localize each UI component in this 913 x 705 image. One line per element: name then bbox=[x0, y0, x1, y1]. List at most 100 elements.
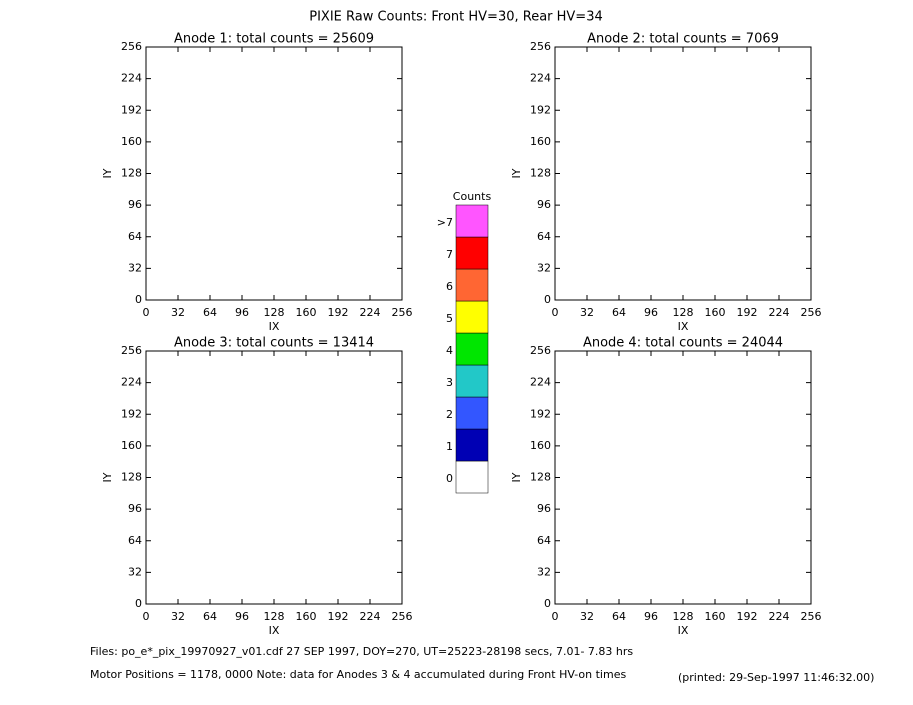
y-axis-label: IY bbox=[101, 168, 114, 178]
footer-files: Files: po_e*_pix_19970927_v01.cdf 27 SEP… bbox=[90, 645, 633, 658]
colorbar-label: 6 bbox=[446, 280, 453, 293]
x-tick-label: 256 bbox=[801, 306, 822, 319]
x-tick-label: 32 bbox=[580, 306, 594, 319]
x-tick-label: 224 bbox=[360, 306, 381, 319]
y-tick-label: 128 bbox=[530, 167, 551, 180]
x-axis-label: IX bbox=[269, 624, 280, 637]
footer-printed: (printed: 29-Sep-1997 11:46:32.00) bbox=[678, 671, 874, 684]
y-axis-label: IY bbox=[510, 168, 523, 178]
x-tick-label: 256 bbox=[392, 306, 413, 319]
colorbar-cell bbox=[455, 396, 489, 430]
x-tick-label: 160 bbox=[705, 306, 726, 319]
y-tick-label: 64 bbox=[537, 230, 551, 243]
y-tick-label: 64 bbox=[537, 534, 551, 547]
x-tick-label: 192 bbox=[328, 306, 349, 319]
y-tick-label: 32 bbox=[537, 565, 551, 578]
x-tick-label: 128 bbox=[264, 306, 285, 319]
y-tick-label: 128 bbox=[530, 471, 551, 484]
x-tick-label: 64 bbox=[612, 610, 626, 623]
y-tick-label: 96 bbox=[537, 502, 551, 515]
y-tick-label: 192 bbox=[530, 103, 551, 116]
x-axis-label: IX bbox=[678, 320, 689, 333]
colorbar-label: 5 bbox=[446, 312, 453, 325]
y-tick-label: 128 bbox=[121, 167, 142, 180]
x-tick-label: 128 bbox=[673, 610, 694, 623]
plot-area bbox=[554, 350, 812, 605]
panel-title: Anode 4: total counts = 24044 bbox=[583, 336, 783, 351]
x-tick-label: 128 bbox=[673, 306, 694, 319]
y-tick-label: 64 bbox=[128, 534, 142, 547]
x-tick-label: 64 bbox=[203, 610, 217, 623]
y-tick-label: 224 bbox=[530, 376, 551, 389]
colorbar-label: 7 bbox=[446, 248, 453, 261]
y-tick-label: 0 bbox=[544, 293, 551, 306]
x-tick-label: 32 bbox=[171, 610, 185, 623]
y-tick-label: 0 bbox=[135, 597, 142, 610]
plot-area bbox=[145, 46, 403, 301]
x-tick-label: 0 bbox=[552, 610, 559, 623]
y-tick-label: 224 bbox=[530, 72, 551, 85]
footer-motor: Motor Positions = 1178, 0000 Note: data … bbox=[90, 668, 626, 681]
colorbar-cell bbox=[455, 204, 489, 238]
x-tick-label: 64 bbox=[612, 306, 626, 319]
y-tick-label: 96 bbox=[537, 198, 551, 211]
panel-title: Anode 1: total counts = 25609 bbox=[174, 32, 374, 47]
colorbar-label: 0 bbox=[446, 472, 453, 485]
y-tick-label: 64 bbox=[128, 230, 142, 243]
colorbar-title: Counts bbox=[453, 190, 492, 203]
y-tick-label: 256 bbox=[530, 344, 551, 357]
y-tick-label: 0 bbox=[544, 597, 551, 610]
colorbar-label: 1 bbox=[446, 440, 453, 453]
x-tick-label: 224 bbox=[769, 610, 790, 623]
x-tick-label: 96 bbox=[235, 306, 249, 319]
figure-title: PIXIE Raw Counts: Front HV=30, Rear HV=3… bbox=[309, 10, 603, 25]
x-tick-label: 192 bbox=[737, 610, 758, 623]
y-axis-label: IY bbox=[101, 472, 114, 482]
x-tick-label: 160 bbox=[705, 610, 726, 623]
y-tick-label: 128 bbox=[121, 471, 142, 484]
colorbar-cell bbox=[455, 268, 489, 302]
x-tick-label: 64 bbox=[203, 306, 217, 319]
y-tick-label: 160 bbox=[530, 439, 551, 452]
y-tick-label: 96 bbox=[128, 502, 142, 515]
x-tick-label: 0 bbox=[552, 306, 559, 319]
x-tick-label: 160 bbox=[296, 306, 317, 319]
y-tick-label: 32 bbox=[537, 261, 551, 274]
x-tick-label: 256 bbox=[392, 610, 413, 623]
colorbar-cell bbox=[455, 300, 489, 334]
y-tick-label: 224 bbox=[121, 376, 142, 389]
x-tick-label: 224 bbox=[769, 306, 790, 319]
panel-title: Anode 2: total counts = 7069 bbox=[587, 32, 779, 47]
x-tick-label: 256 bbox=[801, 610, 822, 623]
y-tick-label: 96 bbox=[128, 198, 142, 211]
plot-area bbox=[554, 46, 812, 301]
colorbar-cell bbox=[455, 236, 489, 270]
y-tick-label: 160 bbox=[121, 135, 142, 148]
x-tick-label: 224 bbox=[360, 610, 381, 623]
y-tick-label: 0 bbox=[135, 293, 142, 306]
x-tick-label: 32 bbox=[171, 306, 185, 319]
y-axis-label: IY bbox=[510, 472, 523, 482]
y-tick-label: 192 bbox=[530, 407, 551, 420]
x-tick-label: 96 bbox=[644, 306, 658, 319]
x-tick-label: 0 bbox=[143, 306, 150, 319]
x-tick-label: 96 bbox=[235, 610, 249, 623]
y-tick-label: 224 bbox=[121, 72, 142, 85]
x-axis-label: IX bbox=[678, 624, 689, 637]
panel-title: Anode 3: total counts = 13414 bbox=[174, 336, 374, 351]
x-tick-label: 192 bbox=[737, 306, 758, 319]
colorbar-cell bbox=[455, 332, 489, 366]
colorbar-cell bbox=[455, 460, 489, 494]
y-tick-label: 160 bbox=[530, 135, 551, 148]
colorbar-label: 3 bbox=[446, 376, 453, 389]
x-tick-label: 0 bbox=[143, 610, 150, 623]
y-tick-label: 192 bbox=[121, 407, 142, 420]
x-tick-label: 128 bbox=[264, 610, 285, 623]
y-tick-label: 32 bbox=[128, 261, 142, 274]
x-tick-label: 192 bbox=[328, 610, 349, 623]
colorbar-label: 4 bbox=[446, 344, 453, 357]
y-tick-label: 256 bbox=[121, 40, 142, 53]
colorbar-cell bbox=[455, 364, 489, 398]
colorbar-label: 2 bbox=[446, 408, 453, 421]
